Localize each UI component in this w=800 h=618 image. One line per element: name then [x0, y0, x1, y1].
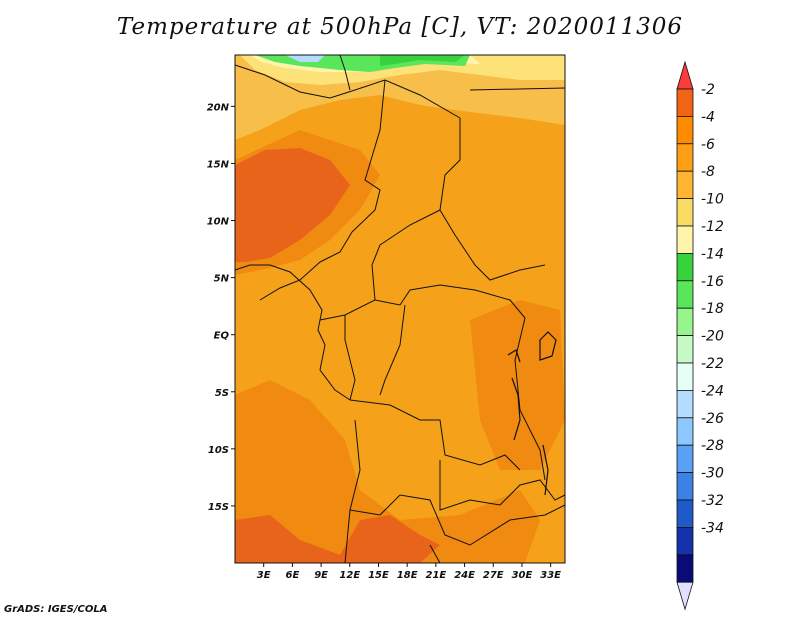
- colorbar-top-arrow: [676, 60, 694, 90]
- lat-tick-label: 15S: [208, 502, 229, 513]
- colorbar-swatch: [676, 472, 694, 501]
- colorbar-swatch: [676, 116, 694, 145]
- coastline: [234, 264, 351, 401]
- colorbar: -2 -4 -6 -8 -10 -12 -14 -16 -18 -20 -22 -24 -26 -28 -3…: [676, 60, 724, 611]
- map-frame: [234, 54, 566, 564]
- colorbar-swatch: [676, 417, 694, 446]
- colorbar-label: -30: [701, 466, 724, 482]
- colorbar-label: -32: [701, 493, 724, 509]
- colorbar-label: -26: [701, 411, 724, 427]
- lat-tick-label: 10S: [208, 445, 229, 456]
- colorbar-swatch: [676, 362, 694, 391]
- lon-tick-label: 33E: [540, 570, 561, 581]
- country-boundaries: [234, 54, 566, 564]
- colorbar-label: -10: [701, 192, 724, 208]
- colorbar-swatch: [676, 143, 694, 172]
- lon-tick-label: 24E: [454, 570, 475, 581]
- lon-tick-label: 18E: [397, 570, 418, 581]
- colorbar-label: -6: [701, 137, 715, 153]
- temperature-band-warmest: [235, 148, 350, 262]
- temperature-band-pale-blue: [285, 55, 325, 62]
- colorbar-label: -16: [701, 274, 724, 290]
- lon-tick-label: 3E: [257, 570, 271, 581]
- colorbar-swatch: [676, 225, 694, 254]
- lon-tick-label: 30E: [512, 570, 533, 581]
- lat-tick-label: 15N: [207, 159, 230, 170]
- colorbar-swatch: [676, 307, 694, 337]
- temperature-band-southwest: [235, 380, 540, 563]
- colorbar-label: -34: [701, 520, 724, 536]
- colorbar-label: -2: [701, 82, 715, 98]
- colorbar-swatch: [676, 444, 694, 474]
- lon-tick-label: 15E: [368, 570, 389, 581]
- longitude-axis: 3E 6E 9E 12E 15E 18E 21E 24E 27E 30E 33E: [257, 563, 561, 581]
- colorbar-label: -24: [701, 383, 724, 399]
- colorbar-swatch: [676, 499, 694, 528]
- colorbar-label: -28: [701, 438, 724, 454]
- lat-tick-label: 10N: [207, 217, 230, 228]
- lake-outlines: [507, 331, 557, 496]
- colorbar-swatch: [676, 389, 694, 419]
- lon-tick-label: 27E: [483, 570, 504, 581]
- lat-tick-label: 5S: [215, 388, 229, 399]
- lat-tick-label: 20N: [207, 102, 230, 113]
- lon-tick-label: 9E: [314, 570, 328, 581]
- colorbar-swatch: [676, 527, 694, 556]
- latitude-axis: 20N 15N 10N 5N EQ 5S 10S 15S: [207, 102, 235, 513]
- colorbar-swatch: [676, 335, 694, 364]
- lon-tick-label: 21E: [425, 570, 446, 581]
- colorbar-swatch: [676, 554, 694, 583]
- map-panel: [234, 54, 566, 564]
- colorbar-label: -12: [701, 219, 724, 235]
- colorbar-swatch: [676, 198, 694, 227]
- colorbar-swatch: [676, 170, 694, 199]
- colorbar-swatch: [676, 280, 694, 309]
- colorbar-label: -20: [701, 329, 724, 345]
- colorbar-label: -4: [701, 109, 715, 125]
- lon-tick-label: 6E: [285, 570, 299, 581]
- colorbar-swatch: [676, 88, 694, 117]
- colorbar-swatch: [676, 252, 694, 282]
- colorbar-label: -22: [701, 356, 724, 372]
- lat-tick-label: EQ: [214, 331, 230, 342]
- chart-title: Temperature at 500hPa [C], VT: 202001130…: [116, 14, 684, 40]
- colorbar-label: -8: [701, 164, 715, 180]
- temperature-band-dark-green: [380, 55, 465, 66]
- footer-credit: GrADS: IGES/COLA: [4, 604, 108, 615]
- temperature-band-south-hot: [235, 515, 440, 563]
- colorbar-label: -18: [701, 301, 724, 317]
- lon-tick-label: 12E: [339, 570, 360, 581]
- lat-tick-label: 5N: [214, 274, 230, 285]
- colorbar-label: -14: [701, 246, 724, 262]
- colorbar-bottom-arrow: [676, 581, 694, 611]
